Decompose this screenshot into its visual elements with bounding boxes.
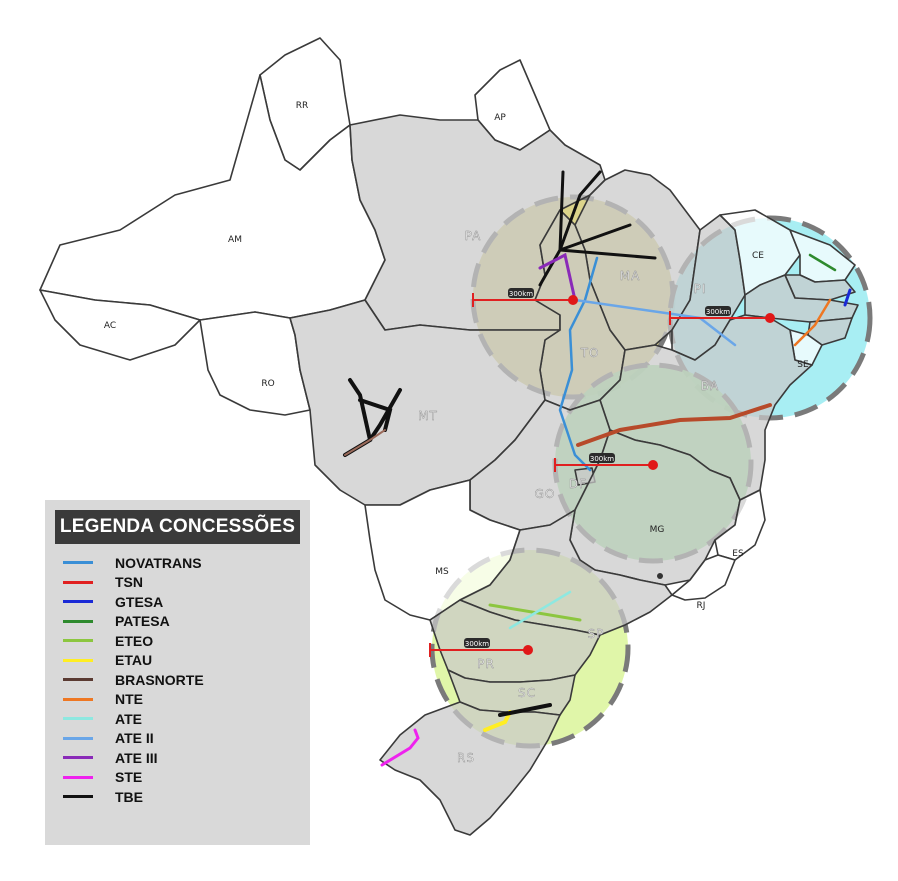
legend-swatch [63, 736, 93, 740]
label-ac: AC [104, 321, 116, 331]
states-layer [39, 37, 859, 836]
scale-badge-south: 300km [464, 638, 490, 648]
legend-label: ETAU [115, 652, 153, 669]
legend-label: TBE [115, 788, 143, 805]
label-ap: AP [494, 113, 506, 123]
legend-label: ETEO [115, 632, 154, 649]
legend-item: TSN [63, 573, 204, 593]
label-pi: PI [694, 282, 707, 296]
line-ste [380, 728, 420, 767]
legend-label: GTESA [115, 593, 164, 610]
scale-dot-south [523, 645, 533, 655]
legend-swatch [63, 600, 93, 604]
scale-dot-southeast [648, 460, 658, 470]
legend-item: ATE [63, 709, 204, 729]
label-go: GO [535, 487, 556, 501]
legend-swatch [63, 561, 93, 565]
legend-item: PATESA [63, 612, 204, 632]
scale-dot-northeast [765, 313, 775, 323]
scale-layer: 300km 300km 300km 300km [429, 288, 775, 657]
legend-item: BRASNORTE [63, 670, 204, 690]
scale-badge-southeast: 300km [589, 453, 615, 463]
legend-item: NTE [63, 690, 204, 710]
legend-item: ETEO [63, 631, 204, 651]
legend-label: PATESA [115, 613, 170, 630]
legend-item: ATE II [63, 729, 204, 749]
label-mt: MT [418, 409, 438, 423]
legend-swatch [63, 619, 93, 623]
legend-label: NTE [115, 691, 143, 708]
legend-list: NOVATRANS TSN GTESA PATESA ETEO ETAU BRA… [63, 553, 204, 807]
line-tbe-south [498, 703, 552, 717]
svg-text:300km: 300km [465, 640, 489, 648]
svg-text:300km: 300km [590, 455, 614, 463]
legend-swatch [63, 795, 93, 799]
line-gtesa [843, 288, 852, 307]
legend-label: TSN [115, 574, 143, 591]
legend-swatch [63, 580, 93, 584]
capital-marker [657, 573, 663, 579]
svg-text:300km: 300km [509, 290, 533, 298]
legend-label: ATE [115, 710, 142, 727]
label-to: TO [580, 346, 600, 360]
label-rj: RJ [697, 601, 706, 611]
label-pr: PR [477, 657, 495, 671]
label-pa: PA [465, 229, 482, 243]
line-nte [793, 298, 832, 347]
line-ate [508, 590, 572, 630]
label-sc: SC [518, 686, 536, 700]
legend-swatch [63, 658, 93, 662]
legend-label: STE [115, 769, 143, 786]
label-sp: SP [588, 627, 605, 641]
label-am: AM [228, 235, 242, 245]
label-ba: BA [701, 379, 719, 393]
line-patesa [808, 253, 837, 272]
legend-swatch [63, 717, 93, 721]
line-tsn-brown [576, 403, 772, 447]
scale-badge-northeast: 300km [705, 306, 731, 316]
lines-layer [343, 170, 852, 767]
scale-badge-north: 300km [508, 288, 534, 298]
state-rj [671, 554, 736, 601]
label-ce: CE [752, 251, 764, 261]
legend-item: ATE III [63, 748, 204, 768]
legend-swatch [63, 756, 93, 760]
legend-label: ATE III [115, 749, 158, 766]
label-es: ES [732, 549, 744, 559]
line-novatrans [558, 256, 599, 472]
legend-label: NOVATRANS [115, 554, 202, 571]
label-mg: MG [650, 525, 665, 535]
legend-swatch [63, 697, 93, 701]
line-ate3 [538, 252, 577, 302]
label-ro: RO [261, 379, 274, 389]
labels-layer: RR AP AM AC RO PA MA CE PI SE TO MT BA G… [104, 101, 809, 765]
line-tbe-north-2 [558, 170, 657, 260]
legend-swatch [63, 639, 93, 643]
legend-swatch [63, 678, 93, 682]
label-rr: RR [296, 101, 309, 111]
legend-label: ATE II [115, 730, 154, 747]
legend-title: LEGENDA CONCESSÕES [55, 510, 300, 544]
state-rs [379, 701, 561, 836]
legend-item: NOVATRANS [63, 553, 204, 573]
label-ms: MS [435, 567, 449, 577]
legend-item: GTESA [63, 592, 204, 612]
label-se: SE [797, 360, 809, 370]
legend-panel: LEGENDA CONCESSÕES NOVATRANS TSN GTESA P… [45, 500, 310, 845]
legend-swatch [63, 775, 93, 779]
label-rs: RS [457, 751, 475, 765]
scale-dot-north [568, 295, 578, 305]
label-ma: MA [620, 269, 641, 283]
legend-label: BRASNORTE [115, 671, 204, 688]
legend-item: STE [63, 768, 204, 788]
label-df: DF [569, 477, 587, 491]
state-ac [39, 289, 201, 361]
legend-item: TBE [63, 787, 204, 807]
svg-text:300km: 300km [706, 308, 730, 316]
legend-item: ETAU [63, 651, 204, 671]
line-brasnorte-2 [344, 429, 386, 456]
